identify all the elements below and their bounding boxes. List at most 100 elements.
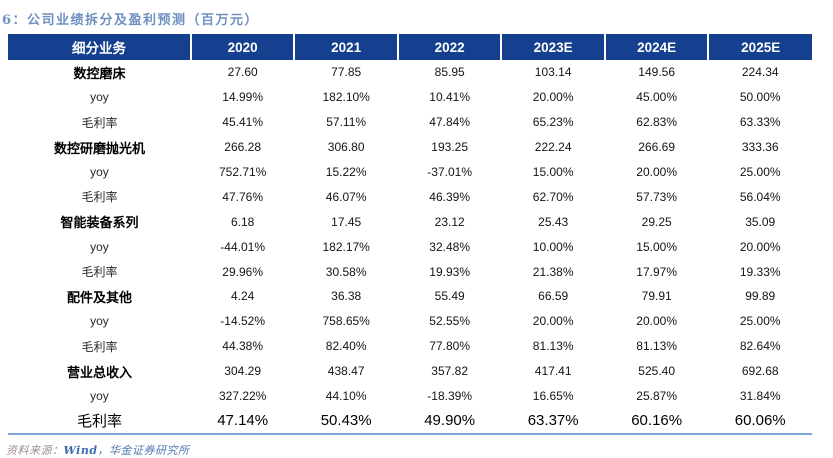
header-cell-segment: 细分业务 bbox=[8, 34, 191, 60]
row-label: 毛利率 bbox=[76, 413, 122, 431]
value-cell: 47.14% bbox=[217, 412, 269, 430]
source-prefix: 资料来源： bbox=[6, 444, 64, 458]
table-row: yoy -44.01% 182.17% 32.48% 10.00% 15.00% 20.00… bbox=[8, 234, 812, 259]
value-cell: 82.40% bbox=[325, 339, 367, 354]
value-cell: 182.17% bbox=[322, 239, 370, 254]
value-cell: 45.00% bbox=[636, 90, 677, 105]
value-cell: 103.14 bbox=[534, 65, 572, 80]
table-row: 配件及其他 4.24 36.38 55.49 66.59 79.91 99.89 bbox=[8, 284, 812, 309]
value-cell: 10.41% bbox=[429, 90, 470, 105]
source-note: 资料来源：Wind，华金证券研究所 bbox=[6, 442, 833, 458]
forecast-table: 细分业务 2020 2021 2022 2023E 2024E 2025E 数控… bbox=[8, 34, 812, 433]
table-row: yoy 327.22% 44.10% -18.39% 16.65% 25.87% 31.84… bbox=[8, 384, 812, 409]
value-cell: 25.00% bbox=[739, 314, 781, 329]
value-cell: 60.06% bbox=[734, 412, 786, 430]
value-cell: 20.00% bbox=[532, 314, 574, 329]
value-cell: 31.84% bbox=[739, 389, 781, 404]
value-cell: 66.59 bbox=[538, 289, 569, 304]
value-cell: 23.12 bbox=[434, 214, 465, 229]
value-cell: 15.00% bbox=[636, 239, 677, 254]
value-cell: 357.82 bbox=[431, 364, 468, 379]
value-cell: 15.22% bbox=[325, 165, 367, 179]
header-cell-2022: 2022 bbox=[396, 34, 502, 60]
table-row: 毛利率 29.96% 30.58% 19.93% 21.38% 17.97% 19.33% bbox=[8, 259, 812, 284]
value-cell: 21.38% bbox=[532, 264, 574, 279]
value-cell: 19.33% bbox=[739, 264, 781, 279]
value-cell: 47.76% bbox=[222, 189, 263, 204]
value-cell: 149.56 bbox=[638, 65, 675, 80]
value-cell: 57.11% bbox=[326, 115, 367, 130]
table-bottom-rule bbox=[8, 433, 812, 436]
value-cell: 82.64% bbox=[739, 339, 781, 354]
row-label: 营业总收入 bbox=[66, 364, 132, 380]
value-cell: 85.95 bbox=[434, 65, 465, 80]
row-label: yoy bbox=[90, 239, 109, 254]
value-cell: 525.40 bbox=[638, 364, 675, 379]
table-row: 智能装备系列 6.18 17.45 23.12 25.43 29.25 35.09 bbox=[8, 209, 812, 234]
row-label: yoy bbox=[90, 314, 109, 329]
value-cell: 222.24 bbox=[534, 140, 572, 155]
value-cell: 47.84% bbox=[429, 115, 470, 130]
value-cell: 10.00% bbox=[532, 239, 574, 254]
value-cell: 4.24 bbox=[230, 289, 255, 304]
row-label: 毛利率 bbox=[81, 265, 118, 280]
value-cell: 6.18 bbox=[230, 214, 255, 229]
value-cell: 79.91 bbox=[641, 289, 672, 304]
value-cell: 46.39% bbox=[429, 189, 470, 204]
row-label: yoy bbox=[90, 165, 109, 179]
table-row: 数控研磨抛光机 266.28 306.80 193.25 222.24 266.69 333… bbox=[8, 135, 812, 160]
value-cell: 52.55% bbox=[429, 314, 470, 329]
value-cell: 692.68 bbox=[741, 364, 779, 379]
value-cell: 81.13% bbox=[532, 339, 574, 354]
value-cell: 29.96% bbox=[222, 264, 263, 279]
table-row: yoy 14.99% 182.10% 10.41% 20.00% 45.00% 50.00% bbox=[8, 85, 812, 110]
table-body: 数控磨床 27.60 77.85 85.95 103.14 149.56 224.34 yoy… bbox=[8, 60, 812, 433]
row-label: 配件及其他 bbox=[66, 289, 132, 305]
value-cell: 45.41% bbox=[222, 115, 263, 130]
table-row: 毛利率 47.14% 50.43% 49.90% 63.37% 60.16% 60.06% bbox=[8, 408, 812, 433]
value-cell: 56.04% bbox=[739, 189, 781, 204]
header-row: 细分业务 2020 2021 2022 2023E 2024E 2025E bbox=[8, 34, 812, 60]
row-label: 智能装备系列 bbox=[60, 215, 139, 231]
value-cell: 17.45 bbox=[331, 214, 362, 229]
page-title: 6：公司业绩拆分及盈利预测（百万元） bbox=[2, 13, 260, 28]
value-cell: 65.23% bbox=[532, 115, 574, 130]
value-cell: 49.90% bbox=[424, 412, 476, 430]
source-org: ，华金证券研究所 bbox=[97, 444, 190, 458]
header-cell-2025e: 2025E bbox=[707, 34, 812, 60]
table-row: 毛利率 47.76% 46.07% 46.39% 62.70% 57.73% 56.04% bbox=[8, 184, 812, 209]
value-cell: 25.00% bbox=[739, 165, 781, 179]
row-label: 毛利率 bbox=[81, 339, 118, 354]
table-row: 营业总收入 304.29 438.47 357.82 417.41 525.40 692.6… bbox=[8, 359, 812, 384]
value-cell: 20.00% bbox=[636, 314, 677, 329]
value-cell: -18.39% bbox=[427, 389, 472, 404]
header-cell-2024e: 2024E bbox=[603, 34, 709, 60]
value-cell: 306.80 bbox=[327, 140, 365, 155]
value-cell: 77.85 bbox=[331, 65, 362, 80]
value-cell: 333.36 bbox=[741, 140, 779, 155]
value-cell: 30.58% bbox=[325, 264, 367, 279]
value-cell: 327.22% bbox=[218, 389, 267, 404]
value-cell: 60.16% bbox=[631, 412, 683, 430]
value-cell: -37.01% bbox=[427, 165, 472, 179]
value-cell: 62.70% bbox=[532, 189, 574, 204]
table-row: 毛利率 45.41% 57.11% 47.84% 65.23% 62.83% 63.33% bbox=[8, 110, 812, 135]
value-cell: 20.00% bbox=[532, 90, 574, 105]
value-cell: 99.89 bbox=[745, 289, 776, 304]
value-cell: 29.25 bbox=[641, 214, 672, 229]
value-cell: 50.43% bbox=[320, 412, 372, 430]
row-label: 数控磨床 bbox=[73, 65, 126, 81]
value-cell: 25.87% bbox=[636, 389, 677, 404]
value-cell: 19.93% bbox=[429, 264, 470, 279]
value-cell: 55.49 bbox=[434, 289, 465, 304]
row-label: yoy bbox=[90, 389, 109, 404]
value-cell: 182.10% bbox=[322, 90, 370, 105]
value-cell: 62.83% bbox=[636, 115, 677, 130]
value-cell: 63.37% bbox=[527, 412, 579, 430]
table-row: 毛利率 44.38% 82.40% 77.80% 81.13% 81.13% 82.64% bbox=[8, 334, 812, 359]
value-cell: 266.69 bbox=[638, 140, 675, 155]
value-cell: 35.09 bbox=[745, 214, 776, 229]
value-cell: 17.97% bbox=[636, 264, 677, 279]
value-cell: 417.41 bbox=[534, 364, 572, 379]
